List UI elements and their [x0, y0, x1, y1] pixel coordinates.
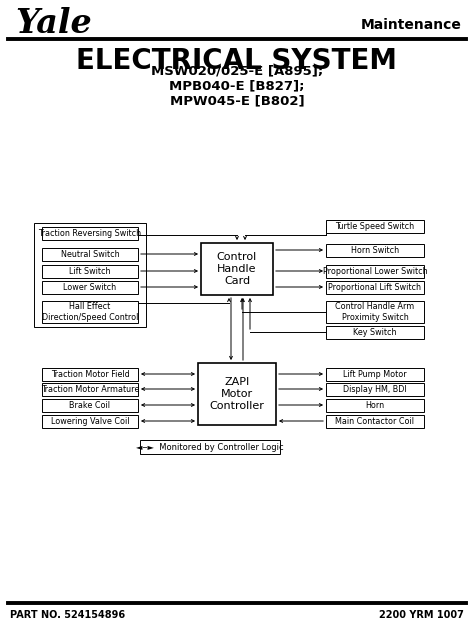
- Text: ◄─►  Monitored by Controller Logic: ◄─► Monitored by Controller Logic: [136, 442, 284, 452]
- FancyBboxPatch shape: [42, 301, 138, 323]
- Text: Lowering Valve Coil: Lowering Valve Coil: [51, 417, 129, 426]
- Text: Yale: Yale: [15, 6, 92, 40]
- Text: Hall Effect
Direction/Speed Control: Hall Effect Direction/Speed Control: [42, 302, 138, 321]
- FancyBboxPatch shape: [326, 301, 424, 323]
- Text: Display HM, BDI: Display HM, BDI: [343, 385, 407, 394]
- Text: Neutral Switch: Neutral Switch: [61, 249, 119, 259]
- FancyBboxPatch shape: [42, 383, 138, 396]
- Text: MSW020/025-E [A895];
MPB040-E [B827];
MPW045-E [B802]: MSW020/025-E [A895]; MPB040-E [B827]; MP…: [151, 65, 323, 107]
- FancyBboxPatch shape: [198, 363, 276, 425]
- FancyBboxPatch shape: [326, 265, 424, 277]
- Text: Traction Reversing Switch: Traction Reversing Switch: [38, 229, 142, 238]
- FancyBboxPatch shape: [42, 281, 138, 293]
- FancyBboxPatch shape: [326, 415, 424, 427]
- Text: Horn: Horn: [365, 401, 384, 410]
- FancyBboxPatch shape: [326, 325, 424, 339]
- FancyBboxPatch shape: [140, 440, 280, 454]
- Text: Lift Pump Motor: Lift Pump Motor: [343, 369, 407, 378]
- FancyBboxPatch shape: [201, 243, 273, 295]
- FancyBboxPatch shape: [42, 226, 138, 240]
- Text: Lower Switch: Lower Switch: [64, 282, 117, 291]
- FancyBboxPatch shape: [326, 281, 424, 293]
- Text: Brake Coil: Brake Coil: [70, 401, 110, 410]
- FancyBboxPatch shape: [326, 220, 424, 233]
- Text: PART NO. 524154896: PART NO. 524154896: [10, 610, 125, 620]
- FancyBboxPatch shape: [42, 415, 138, 427]
- Text: Traction Motor Field: Traction Motor Field: [51, 369, 129, 378]
- Text: Lift Switch: Lift Switch: [69, 266, 111, 275]
- FancyBboxPatch shape: [42, 265, 138, 277]
- Text: Key Switch: Key Switch: [353, 328, 397, 337]
- FancyBboxPatch shape: [42, 247, 138, 261]
- Text: Proportional Lower Switch: Proportional Lower Switch: [323, 266, 428, 275]
- Text: ELECTRICAL SYSTEM: ELECTRICAL SYSTEM: [76, 47, 398, 75]
- FancyBboxPatch shape: [326, 383, 424, 396]
- Text: Maintenance: Maintenance: [361, 18, 462, 32]
- FancyBboxPatch shape: [326, 399, 424, 412]
- Text: Proportional Lift Switch: Proportional Lift Switch: [328, 282, 421, 291]
- Text: Horn Switch: Horn Switch: [351, 245, 399, 254]
- Text: ZAPI
Motor
Controller: ZAPI Motor Controller: [210, 378, 264, 411]
- Text: Main Contactor Coil: Main Contactor Coil: [336, 417, 414, 426]
- FancyBboxPatch shape: [42, 367, 138, 380]
- Text: Control
Handle
Card: Control Handle Card: [217, 252, 257, 286]
- Text: Control Handle Arm
Proximity Switch: Control Handle Arm Proximity Switch: [336, 302, 415, 321]
- Text: 2200 YRM 1007: 2200 YRM 1007: [379, 610, 464, 620]
- Text: Turtle Speed Switch: Turtle Speed Switch: [336, 222, 415, 231]
- FancyBboxPatch shape: [42, 399, 138, 412]
- Text: Traction Motor Armature: Traction Motor Armature: [41, 385, 139, 394]
- FancyBboxPatch shape: [326, 243, 424, 256]
- FancyBboxPatch shape: [326, 367, 424, 380]
